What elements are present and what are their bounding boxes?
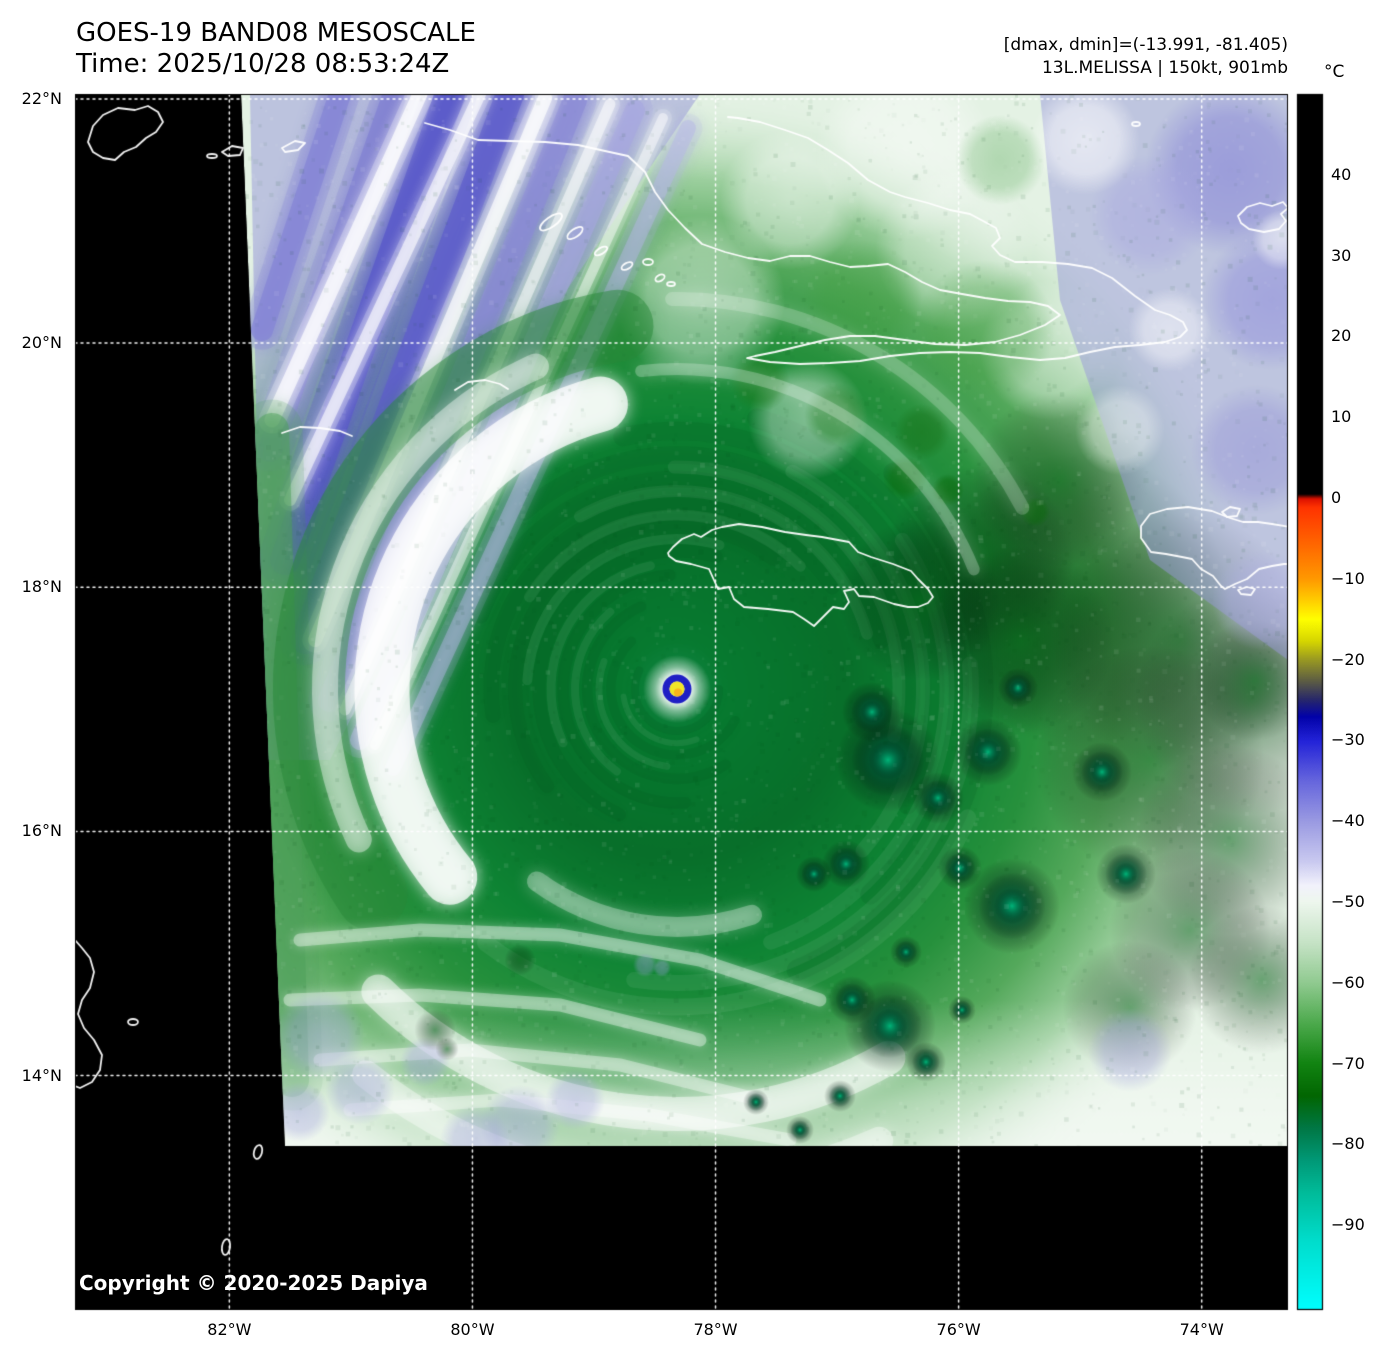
colorbar-tick-label: −20 bbox=[1331, 649, 1365, 669]
data-range-label: [dmax, dmin]=(-13.991, -81.405) bbox=[1003, 35, 1288, 55]
lon-tick-label: 74°W bbox=[1179, 1320, 1224, 1339]
colorbar-tick-label: 40 bbox=[1331, 164, 1352, 184]
colorbar-tick-label: −60 bbox=[1331, 972, 1365, 992]
colorbar-tick-label: −70 bbox=[1331, 1053, 1365, 1073]
colorbar-tick-label: 30 bbox=[1331, 245, 1352, 265]
colorbar-tick-label: 0 bbox=[1331, 487, 1342, 507]
timestamp-label: Time: 2025/10/28 08:53:24Z bbox=[76, 49, 450, 79]
colorbar-tick-label: −40 bbox=[1331, 811, 1365, 831]
lat-tick-label: 22°N bbox=[21, 88, 62, 108]
colorbar-tick-label: −90 bbox=[1331, 1215, 1365, 1235]
lon-tick-label: 80°W bbox=[450, 1320, 495, 1339]
lat-tick-label: 14°N bbox=[21, 1065, 62, 1085]
colorbar-tick-label: −30 bbox=[1331, 730, 1365, 750]
lat-tick-label: 18°N bbox=[21, 577, 62, 597]
lon-tick-label: 78°W bbox=[693, 1320, 738, 1339]
colorbar-tick-label: −10 bbox=[1331, 568, 1365, 588]
lon-tick-label: 76°W bbox=[936, 1320, 981, 1339]
lat-tick-label: 16°N bbox=[21, 821, 62, 841]
page-title: GOES-19 BAND08 MESOSCALE bbox=[76, 18, 476, 48]
storm-status-label: 13L.MELISSA | 150kt, 901mb bbox=[1041, 58, 1288, 78]
colorbar-tick-label: −80 bbox=[1331, 1134, 1365, 1154]
lon-tick-label: 82°W bbox=[207, 1320, 252, 1339]
colorbar-unit-label: °C bbox=[1324, 62, 1345, 82]
lat-tick-label: 20°N bbox=[21, 333, 62, 353]
colorbar-tick-label: 20 bbox=[1331, 326, 1352, 346]
copyright-watermark: Copyright © 2020-2025 Dapiya bbox=[79, 1271, 428, 1295]
colorbar-tick-label: 10 bbox=[1331, 407, 1352, 427]
colorbar-tick-label: −50 bbox=[1331, 891, 1365, 911]
